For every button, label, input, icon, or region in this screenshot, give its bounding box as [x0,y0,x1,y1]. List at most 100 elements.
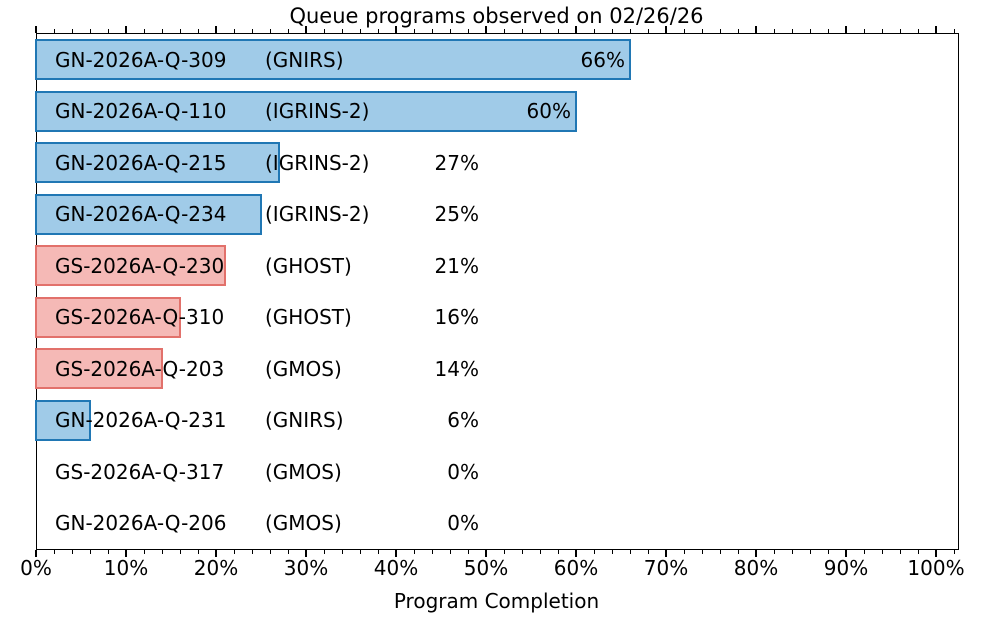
x-minor-tick [827,29,829,33]
instrument-label: (GMOS) [265,511,342,536]
x-major-tick [845,26,847,33]
x-minor-tick [503,29,505,33]
x-major-tick [935,549,937,557]
x-minor-tick [377,29,379,33]
x-major-tick [305,26,307,33]
bar [35,399,91,441]
x-minor-tick [341,29,343,33]
x-minor-tick [359,549,361,554]
x-major-tick [755,549,757,557]
program-label: GN-2026A-Q-206 [55,511,227,536]
x-minor-tick [431,29,433,33]
x-minor-tick [593,549,595,554]
x-minor-tick [737,29,739,33]
x-major-tick [575,26,577,33]
x-minor-tick [341,549,343,554]
x-tick-label: 0% [20,556,52,580]
x-major-tick [125,549,127,557]
x-minor-tick [413,29,415,33]
program-label: GN-2026A-Q-110 [55,99,227,124]
x-tick-label: 20% [193,556,239,580]
x-major-tick [395,549,397,557]
x-tick-label: 50% [463,556,509,580]
x-minor-tick [683,549,685,554]
x-minor-tick [269,29,271,33]
x-major-tick [665,549,667,557]
x-minor-tick [917,29,919,33]
instrument-label: (GHOST) [265,253,352,278]
program-label: GS-2026A-Q-310 [55,305,225,330]
x-minor-tick [413,549,415,554]
x-minor-tick [899,549,901,554]
x-minor-tick [71,549,73,554]
x-minor-tick [71,29,73,33]
x-major-tick [485,549,487,557]
x-minor-tick [161,29,163,33]
x-minor-tick [449,29,451,33]
x-minor-tick [539,29,541,33]
x-minor-tick [503,549,505,554]
x-minor-tick [557,549,559,554]
program-label: GS-2026A-Q-203 [55,356,225,381]
bar [35,296,181,338]
x-major-tick [485,26,487,33]
x-minor-tick [143,29,145,33]
x-minor-tick [107,29,109,33]
x-minor-tick [863,549,865,554]
x-minor-tick [629,29,631,33]
program-label: GN-2026A-Q-231 [55,408,227,433]
x-axis-label: Program Completion [393,589,600,613]
x-minor-tick [53,29,55,33]
x-minor-tick [233,29,235,33]
x-minor-tick [647,549,649,554]
x-minor-tick [881,549,883,554]
x-tick-label: 70% [643,556,689,580]
x-minor-tick [197,549,199,554]
program-label: GS-2026A-Q-317 [55,459,225,484]
x-major-tick [845,549,847,557]
x-minor-tick [251,549,253,554]
instrument-label: (IGRINS-2) [265,150,370,175]
bar [35,348,163,390]
x-major-tick [35,26,37,33]
x-minor-tick [179,549,181,554]
chart-title: Queue programs observed on 02/26/26 [289,4,704,28]
bar [35,39,631,81]
x-minor-tick [827,549,829,554]
instrument-label: (GMOS) [265,356,342,381]
x-minor-tick [683,29,685,33]
x-minor-tick [647,29,649,33]
x-minor-tick [701,29,703,33]
percent-label: 21% [434,253,479,278]
x-minor-tick [107,549,109,554]
x-minor-tick [179,29,181,33]
x-tick-label: 90% [823,556,869,580]
x-major-tick [215,549,217,557]
percent-label: 0% [447,511,479,536]
percent-label: 6% [447,408,479,433]
x-minor-tick [143,549,145,554]
x-minor-tick [269,549,271,554]
x-minor-tick [773,29,775,33]
x-minor-tick [701,549,703,554]
x-minor-tick [323,549,325,554]
x-minor-tick [359,29,361,33]
x-minor-tick [881,29,883,33]
x-minor-tick [467,549,469,554]
program-label: GN-2026A-Q-215 [55,150,227,175]
x-major-tick [665,26,667,33]
x-minor-tick [431,549,433,554]
instrument-label: (GNIRS) [265,408,344,433]
x-minor-tick [539,549,541,554]
x-minor-tick [197,29,199,33]
percent-label: 0% [447,459,479,484]
percent-label: 14% [434,356,479,381]
x-minor-tick [89,549,91,554]
program-label: GN-2026A-Q-309 [55,47,227,72]
x-major-tick [125,26,127,33]
instrument-label: (GNIRS) [265,47,344,72]
x-minor-tick [593,29,595,33]
program-label: GS-2026A-Q-230 [55,253,225,278]
x-major-tick [305,549,307,557]
instrument-label: (GMOS) [265,459,342,484]
